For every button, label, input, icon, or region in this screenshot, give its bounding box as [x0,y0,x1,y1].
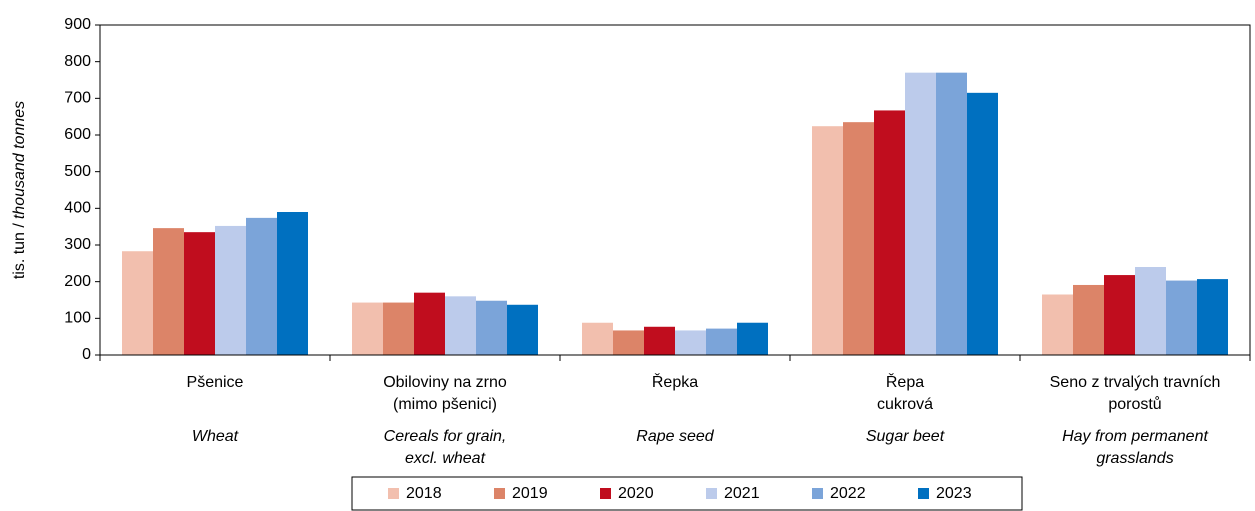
bar [445,296,476,355]
bar [874,110,905,355]
legend-label: 2023 [936,485,972,502]
y-tick-label: 200 [64,273,91,290]
y-tick-label: 400 [64,200,91,217]
bar [122,251,153,355]
bar [644,326,675,355]
bar [1135,267,1166,355]
bar [706,328,737,355]
x-tick-label-en: Hay from permanent [1062,428,1208,445]
legend-label: 2021 [724,485,760,502]
plot-frame [99,24,1251,356]
bar [1073,284,1104,355]
y-tick-label: 100 [64,310,91,327]
y-tick-label: 300 [64,236,91,253]
x-tick-label-en: grasslands [1096,450,1173,467]
bar [352,302,383,355]
x-tick-label: porostů [1108,395,1161,413]
bar [613,330,644,355]
y-tick-label: 600 [64,126,91,143]
legend-swatch [812,488,823,499]
bar [1104,275,1135,355]
bar [184,232,215,355]
legend: 2018 2019 2020 2021 2022 2023 [351,476,1023,511]
y-tick-label: 500 [64,163,91,180]
bar [582,322,613,355]
bar [507,304,538,355]
legend-swatch [494,488,505,499]
bar [476,300,507,355]
x-tick-label: Seno z trvalých travních [1050,374,1221,391]
legend-swatch [706,488,717,499]
bar [675,330,706,355]
bar [277,212,308,355]
x-tick-label: Pšenice [187,374,244,391]
bar [414,292,445,355]
y-tick-label: 700 [64,90,91,107]
bar [1166,280,1197,355]
bar [737,322,768,355]
x-tick-label: Obiloviny na zrno [383,374,507,391]
x-tick-label-en: Cereals for grain, [384,428,507,445]
x-tick-label-en: Wheat [192,428,239,445]
x-tick-label-en: excl. wheat [405,450,486,467]
bar [1042,294,1073,355]
bar [153,228,184,355]
y-tick-label: 0 [82,346,91,363]
bar [843,122,874,356]
legend-box [351,476,1023,511]
legend-swatch [388,488,399,499]
bar [812,126,843,355]
bar [967,92,998,355]
x-tick-label-en: Rape seed [636,428,714,445]
y-axis-label: tis. tun / thousand tonnes [11,101,28,279]
bar [383,302,414,355]
bar [905,72,936,356]
x-tick-label: Řepka [652,372,698,391]
y-label-en: thousand tonnes [11,101,28,219]
legend-swatch [600,488,611,499]
bar [246,217,277,355]
legend-label: 2022 [830,485,866,502]
bar [215,225,246,355]
bar [1197,279,1228,355]
y-label-cz: tis. tun / [11,223,28,280]
y-tick-label: 800 [64,53,91,70]
bar [936,72,967,356]
legend-label: 2020 [618,485,654,502]
x-tick-label-en: Sugar beet [866,428,945,445]
legend-label: 2019 [512,485,548,502]
y-tick-label: 900 [64,16,91,33]
x-tick-label: cukrová [877,396,933,413]
x-tick-label: (mimo pšenici) [393,396,497,413]
legend-label: 2018 [406,485,442,502]
legend-swatch [918,488,929,499]
x-tick-label: Řepa [886,372,924,391]
